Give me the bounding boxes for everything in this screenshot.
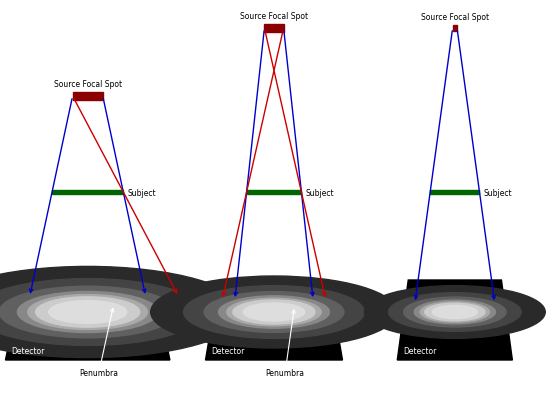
Ellipse shape bbox=[403, 297, 506, 327]
Bar bbox=[72, 92, 103, 100]
Text: Penumbra: Penumbra bbox=[265, 310, 305, 378]
Ellipse shape bbox=[432, 306, 477, 318]
Text: Penumbra: Penumbra bbox=[79, 308, 118, 378]
Text: Source Focal Spot: Source Focal Spot bbox=[240, 12, 308, 21]
Ellipse shape bbox=[243, 303, 305, 321]
Text: Detector: Detector bbox=[211, 347, 244, 356]
Ellipse shape bbox=[0, 278, 202, 346]
Polygon shape bbox=[206, 280, 342, 360]
Text: Source Focal Spot: Source Focal Spot bbox=[421, 13, 489, 22]
Ellipse shape bbox=[0, 286, 176, 338]
Ellipse shape bbox=[204, 292, 344, 332]
Ellipse shape bbox=[389, 293, 521, 331]
Ellipse shape bbox=[364, 286, 545, 338]
Ellipse shape bbox=[151, 276, 397, 348]
Text: Detector: Detector bbox=[11, 347, 44, 356]
Ellipse shape bbox=[28, 294, 147, 330]
Ellipse shape bbox=[36, 297, 140, 327]
Ellipse shape bbox=[227, 298, 321, 326]
Ellipse shape bbox=[425, 303, 485, 321]
Ellipse shape bbox=[18, 292, 158, 332]
Polygon shape bbox=[5, 280, 170, 360]
Bar bbox=[430, 190, 480, 194]
Bar bbox=[453, 25, 457, 31]
Ellipse shape bbox=[49, 301, 127, 323]
Polygon shape bbox=[397, 280, 512, 360]
Text: Source Focal Spot: Source Focal Spot bbox=[54, 80, 122, 89]
Bar bbox=[52, 190, 123, 194]
Ellipse shape bbox=[219, 296, 329, 328]
Text: Subject: Subject bbox=[484, 190, 512, 198]
Text: Detector: Detector bbox=[403, 347, 436, 356]
Bar bbox=[264, 24, 284, 32]
Text: Subject: Subject bbox=[306, 190, 334, 198]
Ellipse shape bbox=[420, 302, 489, 322]
Ellipse shape bbox=[233, 300, 315, 324]
Ellipse shape bbox=[0, 266, 244, 358]
Ellipse shape bbox=[184, 286, 364, 338]
Ellipse shape bbox=[414, 300, 495, 324]
Bar bbox=[247, 190, 301, 194]
Text: Subject: Subject bbox=[128, 190, 156, 198]
